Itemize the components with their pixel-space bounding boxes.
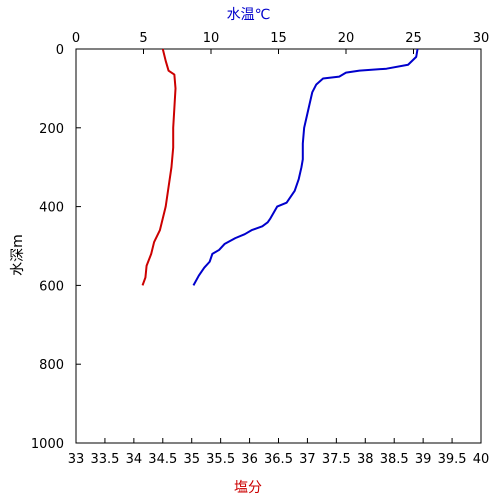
y-tick-label: 200 <box>39 122 64 137</box>
x-top-tick-label: 20 <box>338 31 355 46</box>
x-bottom-tick-label: 33.5 <box>90 452 119 467</box>
x-bottom-tick-label: 36.5 <box>264 452 293 467</box>
y-axis-title: 水深m <box>10 234 26 276</box>
x-bottom-tick-label: 38.5 <box>380 452 409 467</box>
x-top-axis-title: 水温℃ <box>227 7 271 23</box>
x-bottom-tick-label: 37.5 <box>322 452 351 467</box>
x-top-tick-label: 25 <box>405 31 422 46</box>
x-bottom-tick-label: 37 <box>299 452 316 467</box>
x-bottom-tick-label: 35 <box>183 452 200 467</box>
x-bottom-tick-label: 33 <box>68 452 85 467</box>
x-top-tick-label: 30 <box>473 31 490 46</box>
x-bottom-tick-label: 38 <box>357 452 374 467</box>
x-top-tick-label: 0 <box>72 31 80 46</box>
x-bottom-tick-label: 34 <box>126 452 143 467</box>
y-tick-label: 1000 <box>31 437 64 452</box>
x-bottom-tick-label: 40 <box>473 452 490 467</box>
salinity-line <box>141 48 177 286</box>
x-bottom-tick-label: 39.5 <box>438 452 467 467</box>
y-tick-label: 600 <box>39 279 64 294</box>
y-tick-label: 400 <box>39 201 64 216</box>
x-bottom-tick-label: 35.5 <box>206 452 235 467</box>
x-bottom-tick-label: 34.5 <box>148 452 177 467</box>
x-top-tick-label: 5 <box>139 31 147 46</box>
x-bottom-tick-label: 39 <box>415 452 432 467</box>
y-tick-label: 800 <box>39 358 64 373</box>
plot-frame <box>75 48 482 444</box>
x-bottom-axis-title: 塩分 <box>234 480 262 496</box>
x-top-tick-label: 15 <box>270 31 287 46</box>
y-tick-label: 0 <box>56 43 64 58</box>
x-bottom-tick-label: 36 <box>241 452 258 467</box>
water-temperature-line <box>192 48 419 286</box>
x-top-tick-label: 10 <box>203 31 220 46</box>
